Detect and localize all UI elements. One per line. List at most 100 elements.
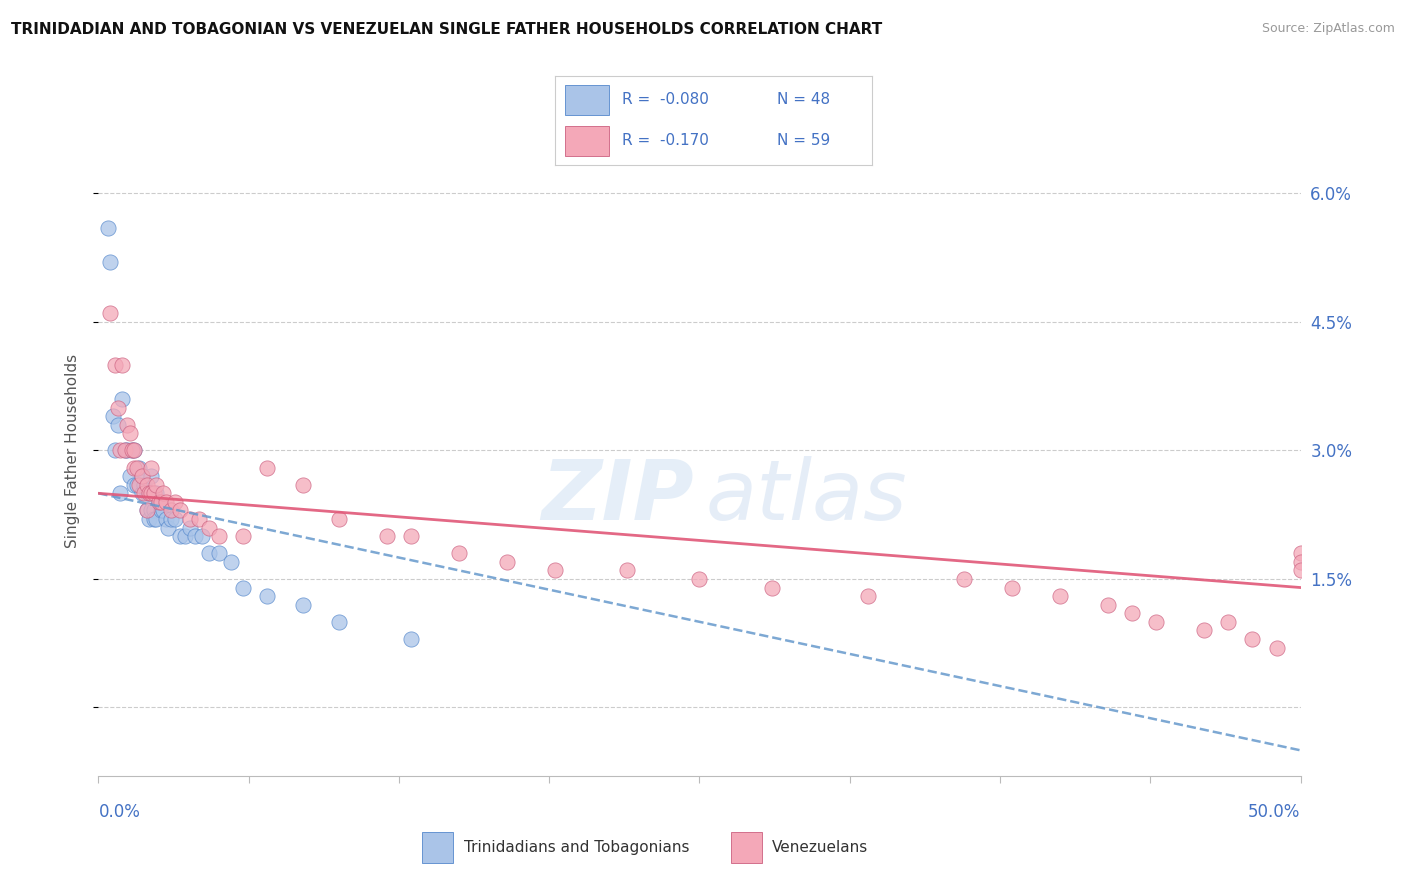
Bar: [565, 85, 609, 115]
Point: [208, 529, 231, 543]
Point: [232, 529, 254, 543]
Point: [141, 460, 163, 475]
Text: ZIP: ZIP: [541, 456, 693, 537]
Text: Venezuelans: Venezuelans: [772, 840, 868, 855]
Point: [256, 460, 278, 475]
Point: [399, 632, 422, 646]
Point: [148, 495, 170, 509]
Point: [198, 520, 221, 534]
Point: [191, 529, 214, 543]
Text: 0.0%: 0.0%: [98, 803, 141, 821]
Point: [145, 477, 167, 491]
Point: [1241, 632, 1264, 646]
Point: [291, 477, 314, 491]
Point: [953, 572, 976, 586]
Point: [1265, 640, 1288, 655]
Point: [148, 495, 170, 509]
Point: [328, 615, 350, 629]
Point: [1289, 563, 1312, 577]
Bar: [422, 831, 453, 863]
Point: [138, 512, 160, 526]
Point: [1097, 598, 1119, 612]
Point: [118, 426, 141, 441]
Point: [291, 598, 314, 612]
Point: [544, 563, 567, 577]
Point: [107, 401, 129, 415]
Point: [97, 220, 120, 235]
Point: [114, 443, 136, 458]
Point: [111, 392, 134, 406]
Point: [117, 417, 139, 432]
Bar: [731, 831, 762, 863]
Point: [128, 460, 150, 475]
Point: [1049, 589, 1071, 603]
Point: [856, 589, 879, 603]
Point: [1289, 546, 1312, 560]
Point: [179, 520, 201, 534]
Point: [124, 443, 146, 458]
Point: [135, 503, 157, 517]
Point: [761, 581, 783, 595]
Point: [616, 563, 638, 577]
Point: [108, 443, 131, 458]
Point: [1001, 581, 1024, 595]
Point: [165, 512, 187, 526]
Point: [101, 409, 124, 424]
Point: [1194, 624, 1216, 638]
Point: [121, 443, 143, 458]
Point: [155, 495, 177, 509]
Point: [159, 503, 181, 517]
Point: [256, 589, 278, 603]
Point: [1218, 615, 1240, 629]
Point: [399, 529, 422, 543]
Point: [114, 443, 136, 458]
Point: [107, 417, 129, 432]
Point: [155, 512, 177, 526]
Text: Source: ZipAtlas.com: Source: ZipAtlas.com: [1261, 22, 1395, 36]
Point: [131, 469, 153, 483]
Text: N = 48: N = 48: [778, 93, 830, 107]
Point: [1289, 555, 1312, 569]
Point: [152, 503, 174, 517]
Point: [375, 529, 398, 543]
Point: [118, 469, 141, 483]
Point: [124, 460, 146, 475]
Point: [111, 358, 134, 372]
Point: [1121, 607, 1143, 621]
Text: TRINIDADIAN AND TOBAGONIAN VS VENEZUELAN SINGLE FATHER HOUSEHOLDS CORRELATION CH: TRINIDADIAN AND TOBAGONIAN VS VENEZUELAN…: [11, 22, 883, 37]
Point: [128, 477, 150, 491]
Point: [104, 443, 127, 458]
Point: [135, 503, 157, 517]
Point: [152, 486, 174, 500]
Point: [138, 486, 160, 500]
Point: [1144, 615, 1167, 629]
Bar: [565, 126, 609, 156]
Point: [141, 486, 163, 500]
Text: Trinidadians and Tobagonians: Trinidadians and Tobagonians: [464, 840, 689, 855]
Point: [132, 477, 155, 491]
Point: [142, 486, 165, 500]
Point: [149, 495, 172, 509]
Point: [124, 443, 146, 458]
Point: [125, 477, 148, 491]
Point: [198, 546, 221, 560]
Point: [100, 306, 122, 320]
Point: [149, 503, 172, 517]
Y-axis label: Single Father Households: Single Father Households: [65, 353, 80, 548]
Point: [159, 512, 181, 526]
Point: [689, 572, 711, 586]
Point: [124, 477, 146, 491]
Point: [104, 358, 127, 372]
Point: [188, 512, 211, 526]
Point: [100, 255, 122, 269]
Point: [132, 486, 155, 500]
Point: [145, 512, 167, 526]
Point: [496, 555, 519, 569]
Text: R =  -0.170: R = -0.170: [621, 134, 709, 148]
Point: [219, 555, 242, 569]
Point: [165, 495, 187, 509]
Point: [142, 512, 165, 526]
Point: [169, 503, 191, 517]
Point: [174, 529, 197, 543]
Point: [135, 486, 157, 500]
